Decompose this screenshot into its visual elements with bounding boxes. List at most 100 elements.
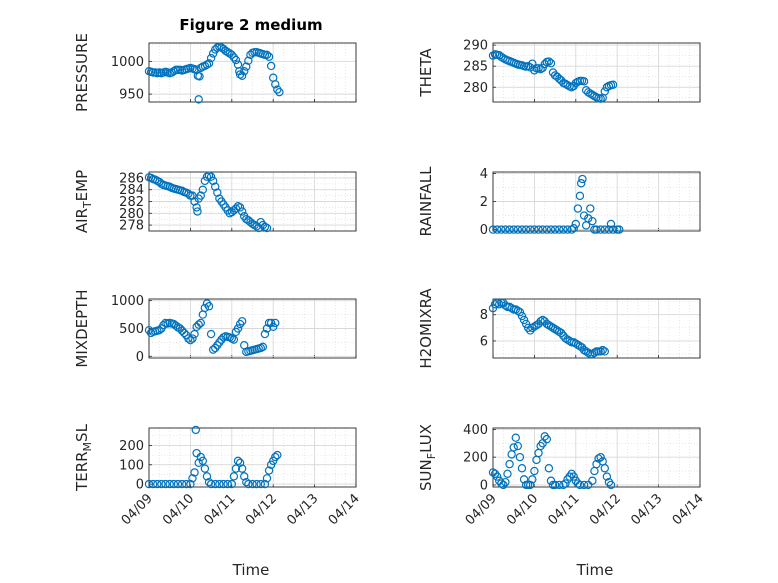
data-point — [208, 49, 218, 58]
data-point — [579, 480, 589, 490]
data-point — [594, 454, 603, 463]
data-point — [588, 476, 597, 485]
data-point — [260, 329, 270, 339]
data-point — [530, 466, 539, 476]
data-point — [563, 225, 572, 234]
data-point — [515, 307, 525, 317]
y-tick-label: 100 — [119, 458, 144, 473]
data-point — [227, 50, 236, 60]
data-point — [602, 472, 612, 481]
y-tick-label: 286 — [119, 171, 144, 186]
y-tick-label: 280 — [463, 81, 488, 96]
data-point — [271, 452, 280, 462]
data-point — [536, 64, 545, 74]
data-point — [588, 216, 597, 226]
data-point — [240, 472, 249, 481]
data-point — [264, 52, 274, 61]
data-point — [503, 469, 512, 479]
data-point — [598, 345, 607, 355]
data-point — [492, 472, 502, 481]
data-point — [169, 66, 179, 76]
y-tick-label: 282 — [119, 195, 144, 210]
data-point — [515, 452, 525, 462]
data-point — [177, 326, 187, 335]
data-point — [596, 225, 605, 234]
data-point — [155, 325, 164, 335]
data-point — [184, 189, 193, 199]
data-point — [148, 479, 158, 489]
data-point — [590, 348, 599, 357]
data-point — [550, 324, 560, 334]
y-axis-label: H2OMIXRA — [417, 288, 435, 369]
data-point — [235, 66, 244, 76]
data-point — [490, 300, 500, 309]
data-point — [563, 80, 572, 90]
data-point — [198, 185, 208, 194]
data-point — [526, 480, 535, 490]
data-point — [223, 479, 232, 489]
data-point — [513, 306, 523, 315]
data-point — [575, 191, 585, 201]
y-axis-label: SUNFLUX — [417, 424, 438, 491]
data-point — [229, 335, 239, 344]
data-point — [569, 223, 578, 233]
data-point — [273, 450, 282, 460]
data-point — [523, 61, 533, 71]
data-point — [606, 480, 616, 490]
data-point — [194, 320, 203, 329]
data-point — [200, 464, 210, 473]
data-point — [237, 317, 247, 326]
xlabel-right: Time — [576, 561, 614, 579]
y-tick-label: 2 — [480, 195, 488, 210]
data-point — [264, 466, 274, 475]
data-point — [177, 479, 187, 489]
y-tick-label: 285 — [463, 60, 488, 75]
data-point — [530, 66, 539, 75]
data-point — [231, 55, 241, 65]
data-point — [600, 464, 609, 473]
data-point — [492, 298, 502, 308]
y-tick-label: 950 — [119, 88, 144, 103]
subplot-rainfall: 0 2 4 RAINFALL — [417, 166, 701, 238]
data-point — [584, 88, 593, 97]
data-point — [511, 305, 520, 314]
data-point — [561, 334, 570, 343]
data-point — [191, 425, 200, 435]
data-point — [488, 225, 498, 234]
y-axis-label: PRESSURE — [73, 33, 91, 112]
data-point — [550, 225, 560, 234]
data-point — [240, 66, 249, 76]
data-point — [213, 188, 222, 197]
y-tick-label: 0 — [480, 478, 488, 493]
data-point — [188, 474, 197, 483]
data-point — [526, 225, 535, 234]
subplot-pressure: 950 1000 PRESSURE — [73, 33, 357, 112]
data-point — [266, 61, 276, 71]
data-point — [144, 479, 154, 489]
data-point — [573, 479, 583, 488]
axes-box — [492, 171, 701, 232]
data-point — [260, 479, 270, 489]
subplot-mixdepth: 0 500 1000 MIXDEPTH — [73, 289, 357, 368]
data-point — [519, 475, 529, 484]
data-point — [204, 59, 214, 68]
data-point — [221, 46, 230, 56]
data-point — [211, 182, 220, 191]
data-point — [571, 339, 581, 348]
data-point — [600, 347, 609, 356]
data-point — [195, 72, 204, 81]
data-point — [173, 479, 183, 489]
data-point — [208, 345, 218, 354]
data-point — [237, 464, 247, 473]
data-point — [231, 464, 241, 473]
data-point — [608, 80, 618, 89]
data-point — [578, 174, 587, 184]
data-point — [271, 318, 280, 328]
figure-title: Figure 2 medium — [179, 16, 322, 34]
data-point — [271, 80, 280, 89]
data-point — [193, 207, 202, 216]
y-tick-label: 200 — [463, 451, 488, 466]
subplot-h2omixra: 6 8 H2OMIXRA — [417, 288, 701, 369]
